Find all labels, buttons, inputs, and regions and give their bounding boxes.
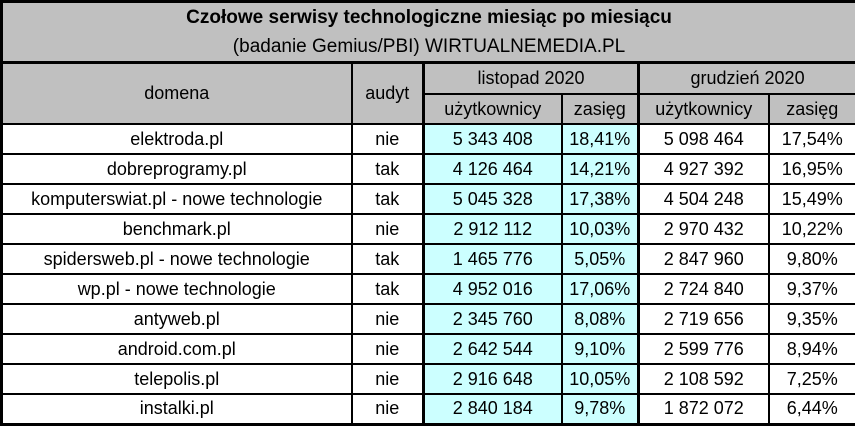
domain-cell: spidersweb.pl - nowe technologie	[2, 244, 352, 274]
users-december-cell: 4 504 248	[639, 184, 769, 214]
table-row: antyweb.pl nie 2 345 760 8,08% 2 719 656…	[2, 304, 855, 334]
reach-november-cell: 8,08%	[562, 304, 639, 334]
col-group-november-2020: listopad 2020	[424, 63, 639, 95]
reach-november-cell: 5,05%	[562, 244, 639, 274]
users-november-cell: 4 952 016	[424, 274, 562, 304]
table-row: komputerswiat.pl - nowe technologie tak …	[2, 184, 855, 214]
reach-november-cell: 14,21%	[562, 154, 639, 184]
domain-cell: komputerswiat.pl - nowe technologie	[2, 184, 352, 214]
users-november-cell: 2 912 112	[424, 214, 562, 244]
audit-cell: nie	[352, 124, 424, 154]
reach-december-cell: 17,54%	[769, 124, 855, 154]
users-december-cell: 2 108 592	[639, 364, 769, 394]
col-header-users-november: użytkownicy	[424, 94, 562, 124]
users-november-cell: 4 126 464	[424, 154, 562, 184]
audit-cell: nie	[352, 214, 424, 244]
audit-cell: nie	[352, 334, 424, 364]
users-december-cell: 2 599 776	[639, 334, 769, 364]
table-row: android.com.pl nie 2 642 544 9,10% 2 599…	[2, 334, 855, 364]
table-row: instalki.pl nie 2 840 184 9,78% 1 872 07…	[2, 394, 855, 424]
table-row: benchmark.pl nie 2 912 112 10,03% 2 970 …	[2, 214, 855, 244]
audit-cell: tak	[352, 184, 424, 214]
reach-december-cell: 9,37%	[769, 274, 855, 304]
domain-cell: android.com.pl	[2, 334, 352, 364]
users-december-cell: 4 927 392	[639, 154, 769, 184]
audit-cell: tak	[352, 154, 424, 184]
users-december-cell: 5 098 464	[639, 124, 769, 154]
users-december-cell: 2 724 840	[639, 274, 769, 304]
audit-cell: nie	[352, 304, 424, 334]
audit-cell: nie	[352, 394, 424, 424]
col-group-december-2020: grudzień 2020	[639, 63, 855, 95]
col-header-audit: audyt	[352, 63, 424, 125]
users-november-cell: 2 840 184	[424, 394, 562, 424]
table-subtitle: (badanie Gemius/PBI) WIRTUALNEMEDIA.PL	[2, 33, 855, 63]
audit-cell: tak	[352, 244, 424, 274]
reach-november-cell: 17,06%	[562, 274, 639, 304]
reach-december-cell: 15,49%	[769, 184, 855, 214]
users-december-cell: 2 847 960	[639, 244, 769, 274]
col-header-reach-november: zasięg	[562, 94, 639, 124]
reach-december-cell: 16,95%	[769, 154, 855, 184]
users-november-cell: 5 045 328	[424, 184, 562, 214]
audit-cell: tak	[352, 274, 424, 304]
col-header-reach-december: zasięg	[769, 94, 855, 124]
domain-cell: benchmark.pl	[2, 214, 352, 244]
table-row: spidersweb.pl - nowe technologie tak 1 4…	[2, 244, 855, 274]
col-header-users-december: użytkownicy	[639, 94, 769, 124]
table-row: elektroda.pl nie 5 343 408 18,41% 5 098 …	[2, 124, 855, 154]
audit-cell: nie	[352, 364, 424, 394]
users-december-cell: 2 970 432	[639, 214, 769, 244]
domain-cell: elektroda.pl	[2, 124, 352, 154]
table-row: dobreprogramy.pl tak 4 126 464 14,21% 4 …	[2, 154, 855, 184]
reach-december-cell: 9,35%	[769, 304, 855, 334]
users-november-cell: 5 343 408	[424, 124, 562, 154]
reach-november-cell: 17,38%	[562, 184, 639, 214]
reach-december-cell: 7,25%	[769, 364, 855, 394]
users-november-cell: 2 642 544	[424, 334, 562, 364]
domain-cell: wp.pl - nowe technologie	[2, 274, 352, 304]
domain-cell: telepolis.pl	[2, 364, 352, 394]
users-november-cell: 2 345 760	[424, 304, 562, 334]
reach-november-cell: 9,78%	[562, 394, 639, 424]
reach-november-cell: 9,10%	[562, 334, 639, 364]
users-december-cell: 2 719 656	[639, 304, 769, 334]
users-december-cell: 1 872 072	[639, 394, 769, 424]
table-title: Czołowe serwisy technologiczne miesiąc p…	[2, 2, 855, 34]
reach-december-cell: 10,22%	[769, 214, 855, 244]
col-header-domain: domena	[2, 63, 352, 125]
users-november-cell: 2 916 648	[424, 364, 562, 394]
reach-november-cell: 10,05%	[562, 364, 639, 394]
domain-cell: antyweb.pl	[2, 304, 352, 334]
table-row: telepolis.pl nie 2 916 648 10,05% 2 108 …	[2, 364, 855, 394]
reach-december-cell: 6,44%	[769, 394, 855, 424]
users-november-cell: 1 465 776	[424, 244, 562, 274]
domain-cell: dobreprogramy.pl	[2, 154, 352, 184]
reach-november-cell: 10,03%	[562, 214, 639, 244]
table-row: wp.pl - nowe technologie tak 4 952 016 1…	[2, 274, 855, 304]
domain-cell: instalki.pl	[2, 394, 352, 424]
reach-december-cell: 9,80%	[769, 244, 855, 274]
reach-december-cell: 8,94%	[769, 334, 855, 364]
reach-november-cell: 18,41%	[562, 124, 639, 154]
